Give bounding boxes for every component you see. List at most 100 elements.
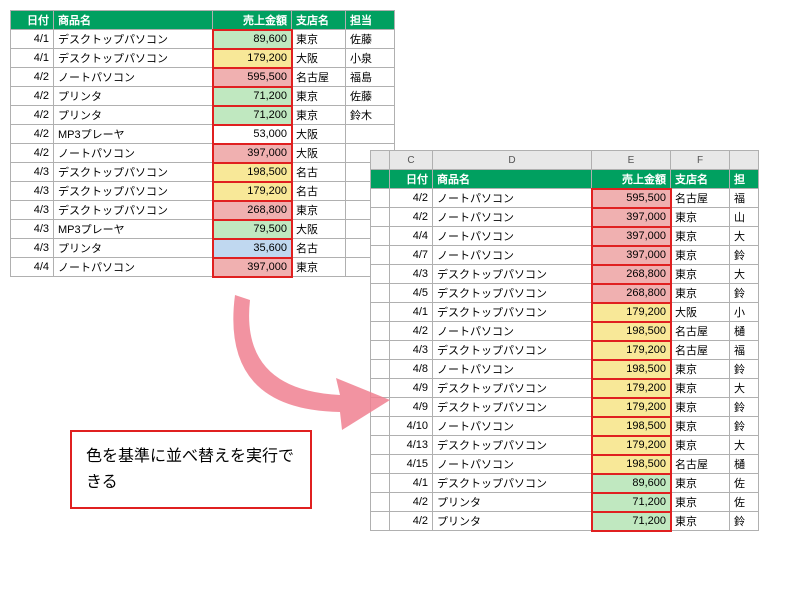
col-amount[interactable]: 売上金額: [213, 11, 292, 30]
table-row[interactable]: 4/13デスクトップパソコン179,200東京大: [371, 436, 759, 455]
cell-name[interactable]: デスクトップパソコン: [433, 474, 592, 493]
cell-amount[interactable]: 397,000: [213, 144, 292, 163]
cell-person[interactable]: 鈴: [730, 417, 759, 436]
cell-branch[interactable]: 東京: [671, 208, 730, 227]
table-row[interactable]: 4/1デスクトップパソコン179,200大阪小泉: [11, 49, 395, 68]
table-row[interactable]: 4/15ノートパソコン198,500名古屋樋: [371, 455, 759, 474]
cell-amount[interactable]: 268,800: [592, 265, 671, 284]
cell-name[interactable]: デスクトップパソコン: [433, 341, 592, 360]
cell-person[interactable]: 山: [730, 208, 759, 227]
table-row[interactable]: 4/10ノートパソコン198,500東京鈴: [371, 417, 759, 436]
table-row[interactable]: 4/1デスクトップパソコン89,600東京佐: [371, 474, 759, 493]
col-letter[interactable]: E: [592, 151, 671, 170]
cell-person[interactable]: 大: [730, 436, 759, 455]
cell-date[interactable]: 4/2: [11, 125, 54, 144]
cell-branch[interactable]: 名古: [292, 182, 346, 201]
cell-name[interactable]: デスクトップパソコン: [433, 303, 592, 322]
cell-branch[interactable]: 東京: [292, 201, 346, 220]
table-row[interactable]: 4/2ノートパソコン198,500名古屋樋: [371, 322, 759, 341]
table-row[interactable]: 4/4ノートパソコン397,000東京: [11, 258, 395, 277]
cell-person[interactable]: [346, 125, 395, 144]
cell-amount[interactable]: 71,200: [213, 106, 292, 125]
table-row[interactable]: 4/2プリンタ71,200東京佐藤: [11, 87, 395, 106]
cell-person[interactable]: 大: [730, 379, 759, 398]
cell-person[interactable]: 佐: [730, 474, 759, 493]
cell-branch[interactable]: 東京: [671, 398, 730, 417]
cell-amount[interactable]: 179,200: [592, 398, 671, 417]
table-row[interactable]: 4/2ノートパソコン595,500名古屋福島: [11, 68, 395, 87]
cell-amount[interactable]: 595,500: [592, 189, 671, 208]
table-row[interactable]: 4/2ノートパソコン595,500名古屋福: [371, 189, 759, 208]
cell-branch[interactable]: 東京: [292, 258, 346, 277]
cell-amount[interactable]: 179,200: [213, 49, 292, 68]
table-row[interactable]: 4/9デスクトップパソコン179,200東京大: [371, 379, 759, 398]
cell-person[interactable]: 大: [730, 227, 759, 246]
cell-amount[interactable]: 179,200: [592, 341, 671, 360]
cell-branch[interactable]: 名古屋: [292, 68, 346, 87]
cell-amount[interactable]: 397,000: [213, 258, 292, 277]
cell-date[interactable]: 4/15: [390, 455, 433, 474]
cell-name[interactable]: プリンタ: [54, 239, 213, 258]
cell-name[interactable]: プリンタ: [433, 493, 592, 512]
cell-name[interactable]: ノートパソコン: [433, 208, 592, 227]
cell-branch[interactable]: 名古屋: [671, 341, 730, 360]
cell-name[interactable]: ノートパソコン: [433, 360, 592, 379]
cell-date[interactable]: 4/1: [11, 49, 54, 68]
cell-date[interactable]: 4/2: [390, 493, 433, 512]
cell-person[interactable]: 樋: [730, 322, 759, 341]
cell-branch[interactable]: 東京: [671, 493, 730, 512]
cell-name[interactable]: ノートパソコン: [54, 144, 213, 163]
cell-amount[interactable]: 397,000: [592, 227, 671, 246]
cell-amount[interactable]: 71,200: [592, 493, 671, 512]
cell-amount[interactable]: 397,000: [592, 208, 671, 227]
col-branch[interactable]: 支店名: [671, 170, 730, 189]
cell-name[interactable]: ノートパソコン: [433, 322, 592, 341]
table-row[interactable]: 4/8ノートパソコン198,500東京鈴: [371, 360, 759, 379]
cell-name[interactable]: デスクトップパソコン: [54, 30, 213, 49]
table-row[interactable]: 4/5デスクトップパソコン268,800東京鈴: [371, 284, 759, 303]
cell-name[interactable]: プリンタ: [54, 106, 213, 125]
cell-date[interactable]: 4/4: [11, 258, 54, 277]
cell-branch[interactable]: 名古: [292, 163, 346, 182]
cell-person[interactable]: 小泉: [346, 49, 395, 68]
col-branch[interactable]: 支店名: [292, 11, 346, 30]
cell-date[interactable]: 4/3: [11, 201, 54, 220]
cell-branch[interactable]: 東京: [671, 284, 730, 303]
cell-branch[interactable]: 東京: [671, 436, 730, 455]
cell-person[interactable]: 鈴木: [346, 106, 395, 125]
cell-amount[interactable]: 71,200: [213, 87, 292, 106]
cell-date[interactable]: 4/7: [390, 246, 433, 265]
cell-date[interactable]: 4/1: [390, 474, 433, 493]
cell-branch[interactable]: 大阪: [292, 125, 346, 144]
col-letter[interactable]: F: [671, 151, 730, 170]
cell-name[interactable]: デスクトップパソコン: [433, 284, 592, 303]
cell-person[interactable]: 小: [730, 303, 759, 322]
cell-date[interactable]: 4/4: [390, 227, 433, 246]
cell-person[interactable]: 樋: [730, 455, 759, 474]
cell-person[interactable]: 鈴: [730, 284, 759, 303]
cell-branch[interactable]: 大阪: [671, 303, 730, 322]
cell-person[interactable]: 鈴: [730, 246, 759, 265]
cell-branch[interactable]: 名古屋: [671, 455, 730, 474]
cell-amount[interactable]: 79,500: [213, 220, 292, 239]
table-row[interactable]: 4/1デスクトップパソコン179,200大阪小: [371, 303, 759, 322]
cell-person[interactable]: 佐藤: [346, 30, 395, 49]
table-row[interactable]: 4/3デスクトップパソコン179,200名古屋福: [371, 341, 759, 360]
cell-amount[interactable]: 179,200: [592, 436, 671, 455]
cell-person[interactable]: 福: [730, 341, 759, 360]
cell-name[interactable]: ノートパソコン: [433, 227, 592, 246]
cell-branch[interactable]: 東京: [292, 106, 346, 125]
cell-person[interactable]: 鈴: [730, 398, 759, 417]
table-row[interactable]: 4/7ノートパソコン397,000東京鈴: [371, 246, 759, 265]
col-letter[interactable]: [730, 151, 759, 170]
cell-amount[interactable]: 268,800: [213, 201, 292, 220]
table-row[interactable]: 4/3デスクトップパソコン179,200名古: [11, 182, 395, 201]
cell-person[interactable]: 鈴: [730, 360, 759, 379]
col-name[interactable]: 商品名: [433, 170, 592, 189]
cell-amount[interactable]: 198,500: [592, 322, 671, 341]
cell-date[interactable]: 4/2: [390, 189, 433, 208]
cell-branch[interactable]: 東京: [671, 417, 730, 436]
col-amount[interactable]: 売上金額: [592, 170, 671, 189]
cell-branch[interactable]: 東京: [671, 360, 730, 379]
cell-name[interactable]: デスクトップパソコン: [54, 201, 213, 220]
